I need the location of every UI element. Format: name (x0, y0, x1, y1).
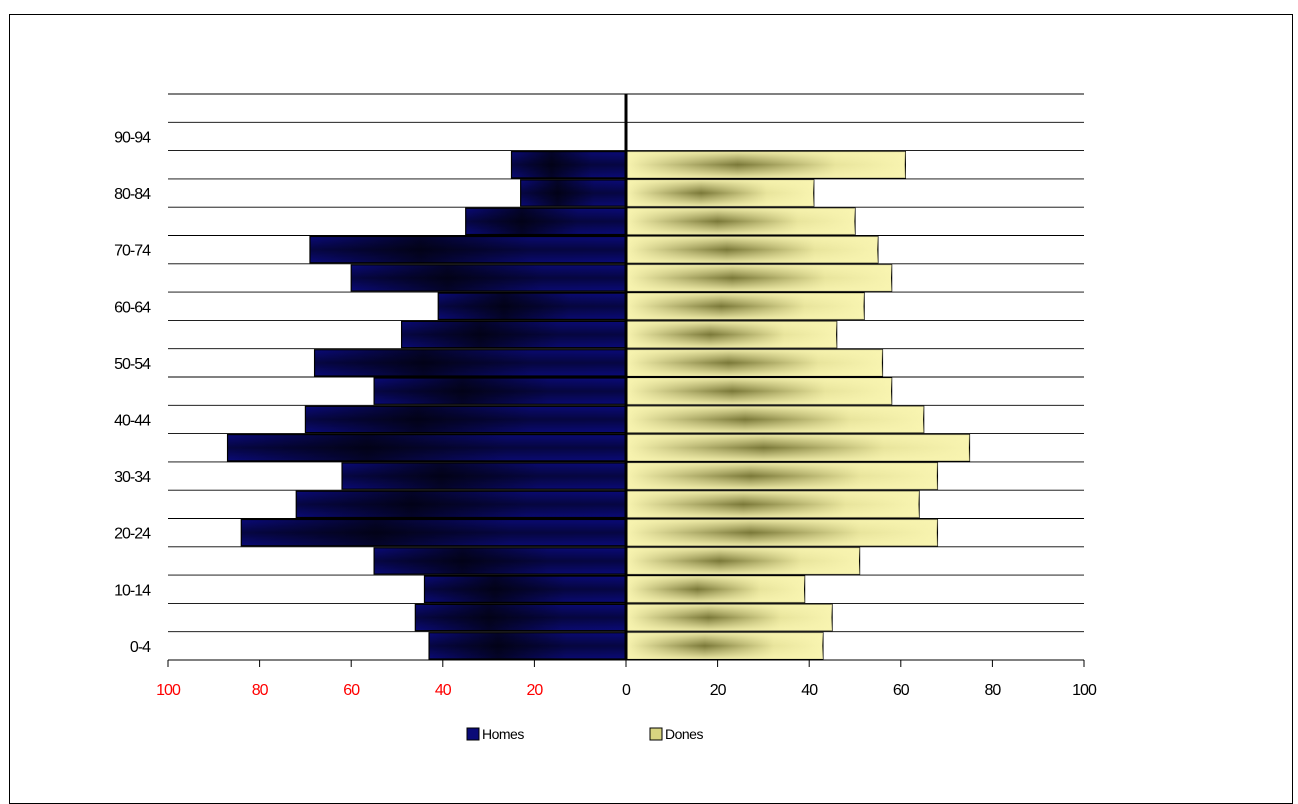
x-tick-label: 40 (435, 682, 452, 699)
y-tick-label: 0-4 (130, 639, 151, 656)
bar-homes-shade (401, 321, 626, 348)
bar-homes-shade (227, 434, 627, 461)
legend-label-homes: Homes (482, 726, 524, 742)
legend-label-dones: Dones (665, 726, 703, 742)
bar-dones-shade (626, 378, 892, 405)
bar-homes-shade (429, 632, 626, 659)
y-tick-label: 60-64 (114, 299, 151, 316)
bar-dones-shade (626, 604, 833, 631)
bar-homes-shade (374, 378, 626, 405)
bar-dones-shade (626, 208, 855, 235)
bar-dones-shade (626, 151, 906, 178)
y-tick-label: 40-44 (114, 412, 151, 429)
bar-homes-shade (296, 491, 626, 518)
bar-dones-shade (626, 179, 814, 207)
bar-homes-shade (374, 547, 626, 575)
bar-homes-shade (520, 179, 626, 207)
bar-dones-shade (626, 321, 837, 348)
legend: Homes Dones (466, 726, 704, 742)
x-tick-label: 20 (710, 682, 727, 699)
bar-dones-shade (626, 293, 865, 320)
y-tick-label: 70-74 (114, 243, 151, 260)
bar-dones-shade (626, 547, 860, 575)
bar-dones-shade (626, 519, 938, 546)
bar-homes-shade (511, 151, 626, 178)
x-tick-label: 20 (527, 682, 544, 699)
legend-swatch-dones (649, 727, 663, 741)
bar-dones-shade (626, 434, 970, 461)
x-tick-label: 0 (622, 682, 631, 699)
legend-swatch-homes (466, 727, 480, 741)
y-tick-label: 50-54 (114, 356, 151, 373)
bar-homes-shade (241, 519, 626, 546)
y-tick-label: 20-24 (114, 526, 151, 543)
x-tick-label: 80 (252, 682, 269, 699)
bar-homes-shade (309, 236, 626, 263)
bar-homes-shade (351, 264, 626, 292)
x-tick-label: 60 (343, 682, 360, 699)
x-tick-label: 100 (1072, 682, 1097, 699)
bar-dones-shade (626, 632, 823, 659)
y-tick-label: 10-14 (114, 582, 151, 599)
x-tick-label: 100 (156, 682, 181, 699)
bar-homes-shade (465, 208, 626, 235)
x-tick-label: 80 (985, 682, 1002, 699)
axes: 100 80 60 40 20 0 20 40 60 80 100 0-4 10-14 20-24 30-3… (114, 94, 1098, 699)
bar-dones-shade (626, 462, 938, 490)
y-tick-label: 30-34 (114, 469, 151, 486)
bars (226, 151, 971, 660)
bar-dones-shade (626, 406, 924, 433)
bar-homes-shade (438, 293, 626, 320)
y-tick-label: 90-94 (114, 129, 151, 146)
x-tick-label: 40 (801, 682, 818, 699)
bar-dones-shade (626, 349, 883, 376)
bar-homes-shade (314, 349, 626, 376)
bar-homes-shade (342, 462, 626, 490)
bar-homes-shade (424, 576, 626, 603)
bar-dones-shade (626, 576, 805, 603)
bar-homes-shade (415, 604, 626, 631)
bar-dones-shade (626, 264, 892, 292)
bar-dones-shade (626, 236, 878, 263)
bar-homes-shade (305, 406, 626, 433)
x-tick-label: 60 (893, 682, 910, 699)
y-tick-label: 80-84 (114, 186, 151, 203)
bar-dones-shade (626, 491, 920, 518)
